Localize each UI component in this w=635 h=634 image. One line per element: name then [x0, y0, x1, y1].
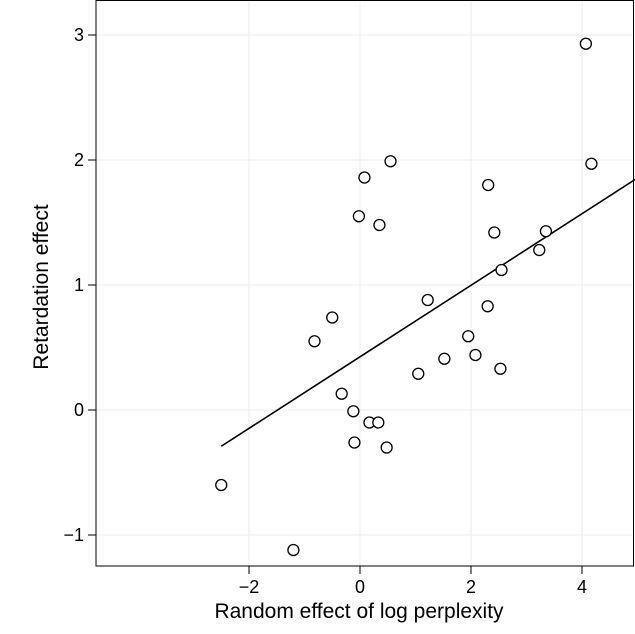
data-point [412, 367, 425, 380]
data-point [481, 300, 494, 313]
y-tick-label: 3 [74, 25, 84, 45]
data-point [348, 436, 361, 449]
data-point [308, 335, 321, 348]
data-point [358, 171, 371, 184]
data-point [488, 226, 501, 239]
data-point [215, 478, 228, 492]
data-point [372, 416, 385, 429]
data-point [585, 157, 598, 170]
y-axis-title: Retardation effect [30, 204, 53, 370]
data-point [421, 293, 434, 307]
data-point [380, 441, 393, 454]
plot-frame [95, 0, 634, 567]
data-point [347, 405, 360, 418]
data-point [469, 348, 482, 362]
data-point [579, 37, 593, 50]
y-tick-label: −1 [63, 525, 84, 545]
gridlines [96, 0, 634, 566]
regression-line-group [220, 178, 635, 447]
y-tick-label: 2 [74, 150, 84, 170]
data-point [384, 155, 397, 168]
data-point [335, 387, 348, 400]
y-tick-label: 0 [74, 400, 84, 420]
y-tick-label: 1 [74, 275, 84, 295]
x-tick-label: 4 [577, 577, 587, 597]
data-points [215, 37, 598, 557]
data-point [482, 178, 495, 192]
data-point [438, 352, 451, 365]
axes [88, 0, 634, 574]
data-point [495, 263, 508, 277]
data-point [462, 330, 475, 343]
data-point [494, 362, 507, 375]
x-tick-label: 2 [466, 577, 476, 597]
data-point [533, 243, 546, 257]
data-point [287, 543, 300, 557]
data-point [326, 311, 339, 324]
regression-line [220, 178, 635, 447]
x-tick-label: −2 [239, 577, 260, 597]
data-point [352, 210, 366, 223]
x-axis-title: Random effect of log perplexity [214, 600, 504, 623]
data-point [373, 218, 386, 232]
x-tick-label: 0 [355, 577, 365, 597]
data-point [539, 225, 553, 238]
